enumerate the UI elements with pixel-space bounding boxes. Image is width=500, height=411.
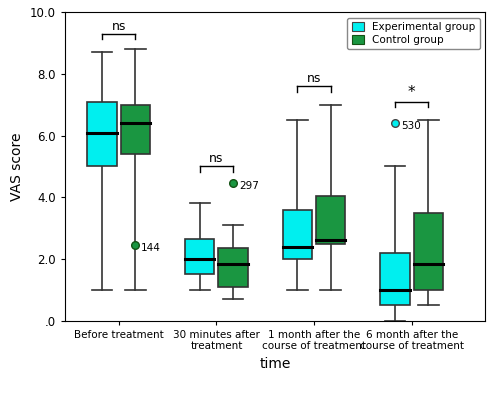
Bar bbox=[88, 102, 117, 166]
Text: *: * bbox=[408, 85, 416, 101]
Text: ns: ns bbox=[209, 152, 224, 165]
Bar bbox=[316, 196, 346, 243]
Text: 144: 144 bbox=[141, 242, 161, 252]
Legend: Experimental group, Control group: Experimental group, Control group bbox=[348, 18, 480, 49]
Bar bbox=[218, 248, 248, 287]
Text: ns: ns bbox=[112, 20, 126, 33]
Bar bbox=[120, 105, 150, 154]
Bar bbox=[380, 253, 410, 305]
Y-axis label: VAS score: VAS score bbox=[10, 132, 24, 201]
Text: ns: ns bbox=[307, 72, 322, 85]
X-axis label: time: time bbox=[260, 357, 290, 371]
Text: 297: 297 bbox=[239, 181, 258, 191]
Bar bbox=[185, 239, 214, 275]
Bar bbox=[414, 213, 443, 290]
Bar bbox=[283, 210, 312, 259]
Text: 530: 530 bbox=[401, 121, 421, 132]
